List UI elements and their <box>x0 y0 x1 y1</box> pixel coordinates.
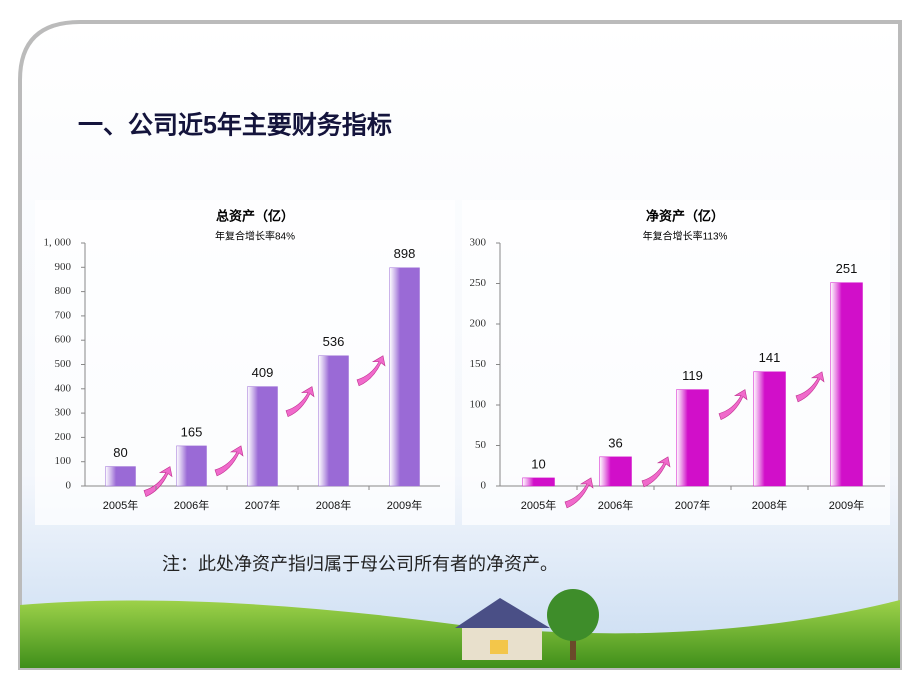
y-tick-label: 700 <box>55 309 72 321</box>
y-tick-label: 250 <box>470 277 487 289</box>
x-tick-label: 2006年 <box>174 498 209 512</box>
bar <box>176 445 207 487</box>
chart-subtitle: 年复合增长率84% <box>215 230 295 243</box>
growth-arrow <box>143 466 173 497</box>
growth-arrow <box>795 371 825 403</box>
x-tick-label: 2006年 <box>598 498 633 512</box>
bar <box>599 456 632 487</box>
x-tick-label: 2009年 <box>829 498 864 512</box>
bar <box>522 477 555 487</box>
y-tick-label: 900 <box>55 261 72 273</box>
growth-arrow <box>564 477 594 509</box>
value-label: 536 <box>323 334 345 349</box>
y-tick-label: 500 <box>55 358 72 370</box>
x-tick-label: 2005年 <box>521 498 556 512</box>
y-tick-label: 300 <box>55 407 72 419</box>
y-tick-label: 300 <box>470 237 487 249</box>
growth-arrow <box>356 355 386 387</box>
value-label: 165 <box>181 424 203 439</box>
y-tick-label: 800 <box>55 285 72 297</box>
value-label: 409 <box>252 365 274 380</box>
bar <box>318 355 349 487</box>
tree <box>547 589 599 660</box>
value-label: 898 <box>394 246 416 261</box>
x-tick-label: 2008年 <box>316 498 351 512</box>
bar <box>753 371 786 487</box>
growth-arrow <box>718 389 748 421</box>
y-tick-label: 0 <box>66 480 72 492</box>
x-tick-label: 2009年 <box>387 498 422 512</box>
x-tick-label: 2008年 <box>752 498 787 512</box>
y-tick-label: 200 <box>470 318 487 330</box>
chart-subtitle: 年复合增长率113% <box>643 230 728 243</box>
bar <box>676 389 709 487</box>
chart-title: 净资产（亿） <box>646 208 724 223</box>
chart-panel <box>35 200 455 525</box>
bar <box>105 466 136 487</box>
chart-panel <box>462 200 890 525</box>
y-tick-label: 400 <box>55 382 72 394</box>
note: 注：此处净资产指归属于母公司所有者的净资产。 <box>162 554 558 574</box>
value-label: 251 <box>836 261 858 276</box>
x-tick-label: 2007年 <box>675 498 710 512</box>
house <box>455 598 550 660</box>
growth-arrow <box>641 456 671 488</box>
bar <box>247 386 278 487</box>
chart-title: 总资产（亿） <box>216 208 294 223</box>
growth-arrow <box>285 386 315 418</box>
value-label: 141 <box>759 350 781 365</box>
value-label: 119 <box>682 368 703 383</box>
x-tick-label: 2005年 <box>103 498 138 512</box>
bar <box>830 282 863 487</box>
growth-arrow <box>214 445 244 477</box>
value-label: 80 <box>113 445 127 460</box>
y-tick-label: 200 <box>55 431 72 443</box>
slide-title: 一、公司近5年主要财务指标 <box>78 111 392 140</box>
bar <box>389 267 420 487</box>
y-tick-label: 150 <box>470 358 487 370</box>
y-tick-label: 600 <box>55 334 72 346</box>
x-tick-label: 2007年 <box>245 498 280 512</box>
y-tick-label: 100 <box>470 399 487 411</box>
y-tick-label: 100 <box>55 455 72 467</box>
value-label: 10 <box>531 456 545 471</box>
y-tick-label: 50 <box>475 439 487 451</box>
value-label: 36 <box>608 435 622 450</box>
y-tick-label: 0 <box>481 480 487 492</box>
grass <box>20 600 900 668</box>
y-tick-label: 1, 000 <box>44 237 72 249</box>
